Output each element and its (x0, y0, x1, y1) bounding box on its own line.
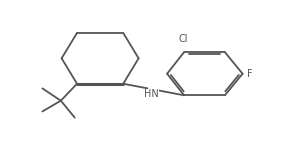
Text: F: F (247, 69, 253, 79)
Text: HN: HN (144, 89, 159, 99)
Text: Cl: Cl (179, 34, 188, 45)
